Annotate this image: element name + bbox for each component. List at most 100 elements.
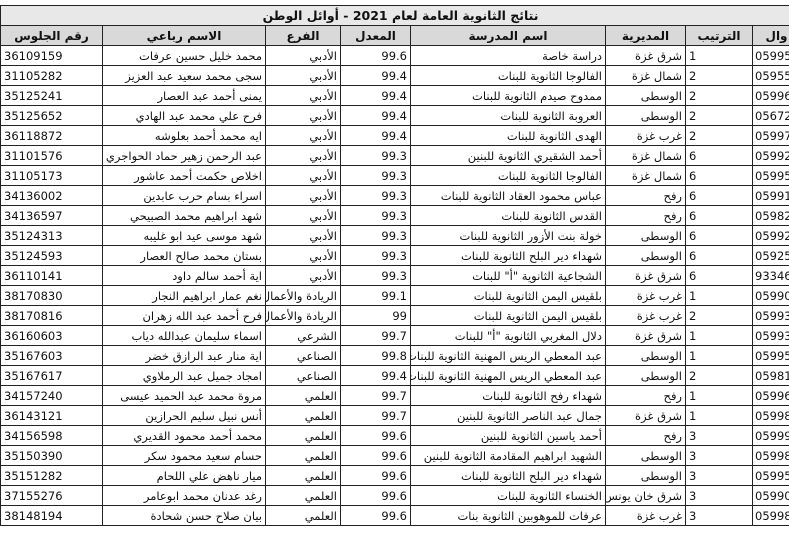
table-cell: رفح [605, 205, 686, 226]
table-cell: الشجاعية الثانوية "أ" للبنات [410, 265, 606, 286]
header-row: رقم الجلوس الاسم رباعي الفرع المعدل اسم المد… [0, 25, 789, 46]
table-cell: 05996 [751, 385, 789, 406]
table-cell: الشهيد ابراهيم المقادمة الثانوية للبنين [410, 445, 606, 466]
table-cell: اسماء سليمان عبدالله دياب [102, 325, 266, 346]
table-cell: 2 [685, 125, 753, 146]
table-cell: اية أحمد سالم داود [102, 265, 266, 286]
table-cell: شرق غزة [605, 405, 686, 426]
table-cell: 3 [685, 485, 753, 506]
table-cell: الوسطى [605, 365, 686, 386]
table-cell: 05998 [751, 505, 789, 526]
table-cell: 05925 [751, 245, 789, 266]
table-cell: 99.3 [340, 205, 411, 226]
table-cell: الوسطى [605, 105, 686, 126]
table-cell: 1 [685, 345, 753, 366]
table-cell: 36143121 [0, 405, 103, 426]
table-row: 35124313 شهد موسى عيد ابو غليبه الأدبي 99.3… [0, 225, 789, 246]
results-table: نتائج الثانوية العامة لعام 2021 - أوائل … [0, 5, 789, 526]
table-row: 36160603 اسماء سليمان عبدالله دياب الشرعي 9… [0, 325, 789, 346]
table-cell: 34157240 [0, 385, 103, 406]
table-cell: غرب غزة [605, 285, 686, 306]
table-cell: يمنى أحمد عبد العصار [102, 85, 266, 106]
table-cell: 2 [685, 65, 753, 86]
table-cell: بلقيس اليمن الثانوية للبنات [410, 305, 606, 326]
table-cell: 3 [685, 445, 753, 466]
table-cell: عرفات للموهوبين الثانوية بنات [410, 505, 606, 526]
table-cell: 99.3 [340, 165, 411, 186]
table-cell: 6 [685, 245, 753, 266]
table-cell: شمال غزة [605, 165, 686, 186]
table-cell: 05998 [751, 405, 789, 426]
table-cell: 36110141 [0, 265, 103, 286]
table-cell: الوسطى [605, 85, 686, 106]
table-cell: 99 [340, 305, 411, 326]
table-cell: الفالوجا الثانوية للبنات [410, 65, 606, 86]
table-cell: 05955 [751, 65, 789, 86]
table-cell: شمال غزة [605, 145, 686, 166]
table-cell: 99.4 [340, 85, 411, 106]
table-cell: 35150390 [0, 445, 103, 466]
table-cell: 05996 [751, 85, 789, 106]
table-cell: الشرعي [265, 325, 341, 346]
table-cell: محمد أحمد محمود القديري [102, 425, 266, 446]
table-cell: 99.4 [340, 105, 411, 126]
table-cell: أنس نبيل سليم الحرازين [102, 405, 266, 426]
table-cell: الوسطى [605, 465, 686, 486]
table-cell: 05999 [751, 425, 789, 446]
column-header: المعدل [340, 25, 411, 46]
table-cell: 99.6 [340, 445, 411, 466]
table-cell: الوسطى [605, 445, 686, 466]
table-cell: الأدبي [265, 65, 341, 86]
table-cell: العلمي [265, 505, 341, 526]
table-cell: الأدبي [265, 105, 341, 126]
table-cell: 99.7 [340, 325, 411, 346]
table-cell: 99.6 [340, 425, 411, 446]
table-cell: شرق غزة [605, 265, 686, 286]
table-row: 31105282 سجى محمد سعيد عبد العزيز الأدبي 99… [0, 65, 789, 86]
table-cell: غرب غزة [605, 505, 686, 526]
table-cell: 3 [685, 425, 753, 446]
table-cell: عباس محمود العقاد الثانوية للبنات [410, 185, 606, 206]
table-cell: سجى محمد سعيد عبد العزيز [102, 65, 266, 86]
table-row: 31105173 اخلاص حكمت أحمد عاشور الأدبي 99.3 ا… [0, 165, 789, 186]
table-cell: 2 [685, 85, 753, 106]
table-cell: أحمد الشقيري الثانوية للبنين [410, 145, 606, 166]
table-cell: نغم عمار ابراهيم النجار [102, 285, 266, 306]
table-cell: 99.3 [340, 145, 411, 166]
table-cell: 05991 [751, 185, 789, 206]
table-cell: بلقيس اليمن الثانوية للبنات [410, 285, 606, 306]
table-cell: 6 [685, 165, 753, 186]
table-cell: العلمي [265, 405, 341, 426]
table-row: 34156598 محمد أحمد محمود القديري العلمي 99.… [0, 425, 789, 446]
table-cell: 6 [685, 185, 753, 206]
table-cell: 2 [685, 305, 753, 326]
table-cell: عبد المعطي الريس المهنية الثانوية للبنات [410, 365, 606, 386]
table-cell: 05672 [751, 105, 789, 126]
table-cell: الأدبي [265, 245, 341, 266]
column-header: رقم الجلوس [0, 25, 103, 46]
table-cell: 2 [685, 105, 753, 126]
table-body: 36109159 محمد خليل حسين عرفات الأدبي 99.6 در… [0, 45, 789, 526]
table-cell: 99.3 [340, 245, 411, 266]
table-row: 35125652 فرح علي محمد عبد الهادي الأدبي 99.… [0, 105, 789, 126]
table-cell: جمال عبد الناصر الثانوية للبنين [410, 405, 606, 426]
table-cell: 35125241 [0, 85, 103, 106]
table-cell: 05995 [751, 45, 789, 66]
table-cell: 05995 [751, 465, 789, 486]
table-cell: العلمي [265, 425, 341, 446]
table-cell: 05997 [751, 125, 789, 146]
table-cell: الأدبي [265, 225, 341, 246]
table-cell: ممدوح صيدم الثانوية للبنات [410, 85, 606, 106]
table-cell: غرب غزة [605, 305, 686, 326]
table-cell: رفح [605, 185, 686, 206]
table-cell: العروبة الثانوية للبنات [410, 105, 606, 126]
table-title: نتائج الثانوية العامة لعام 2021 - أوائل … [0, 5, 789, 26]
table-cell: 99.3 [340, 225, 411, 246]
table-cell: 99.6 [340, 505, 411, 526]
table-cell: 05993 [751, 305, 789, 326]
table-row: 38170830 نغم عمار ابراهيم النجار الريادة و… [0, 285, 789, 306]
table-row: 35125241 يمنى أحمد عبد العصار الأدبي 99.4 مم… [0, 85, 789, 106]
table-row: 38148194 بيان صلاح حسن شحادة العلمي 99.6 عرف… [0, 505, 789, 526]
table-row: 35151282 ميار ناهض علي اللحام العلمي 99.6 شه… [0, 465, 789, 486]
